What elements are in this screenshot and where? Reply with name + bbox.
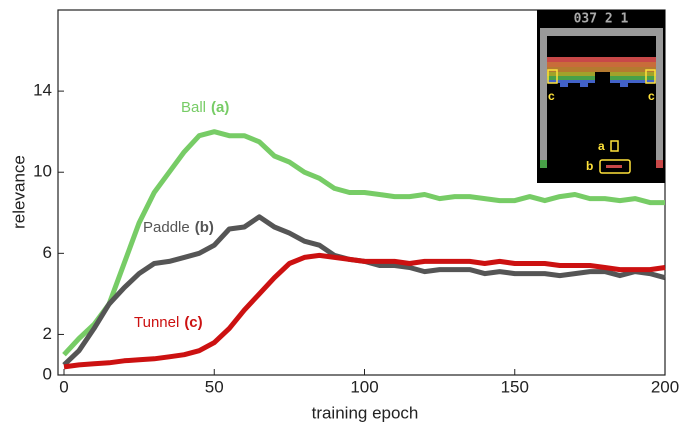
series-line — [62, 129, 665, 357]
x-axis-label: training epoch — [312, 403, 419, 422]
brick-row — [547, 57, 656, 62]
lines — [62, 129, 666, 370]
inset-bg — [537, 10, 665, 183]
series-label: Ball (a) — [181, 99, 229, 116]
x-tick-label: 0 — [59, 377, 68, 396]
wall-left — [540, 28, 547, 168]
inset-label: a — [598, 139, 605, 153]
brick-row — [547, 62, 656, 67]
x-tick-label: 50 — [205, 377, 224, 396]
wall-bottom — [540, 160, 547, 168]
series-label: Paddle (b) — [143, 219, 214, 236]
y-tick-label: 2 — [43, 324, 52, 343]
y-tick-label: 0 — [43, 364, 52, 383]
inset-label: c — [548, 89, 555, 103]
tunnel-gap — [595, 72, 610, 83]
brick — [560, 83, 568, 87]
y-axis-label: relevance — [9, 155, 28, 229]
highlight — [645, 69, 656, 84]
series-tag: (b) — [195, 219, 214, 236]
highlight — [599, 159, 631, 174]
x-tick-label: 150 — [501, 377, 529, 396]
brick — [580, 83, 588, 87]
x-tick-label: 100 — [350, 377, 378, 396]
brick — [620, 83, 628, 87]
series-tag: (c) — [184, 314, 202, 331]
paddle — [606, 165, 622, 168]
series-line — [62, 214, 666, 367]
inset-label: c — [648, 89, 655, 103]
wall-top — [540, 28, 663, 36]
plot-frame — [57, 9, 666, 376]
series-name: Ball — [181, 99, 206, 116]
series-tag: (a) — [211, 99, 229, 116]
brick-row — [547, 67, 656, 72]
inset: 037 2 1 a b c c — [537, 10, 665, 183]
y-tick-label: 14 — [33, 81, 52, 100]
series-line — [63, 252, 666, 370]
x-tick-label: 200 — [651, 377, 679, 396]
series-name: Tunnel — [134, 314, 179, 331]
inset-label: b — [586, 159, 593, 173]
series-label: Tunnel (c) — [134, 314, 203, 331]
y-tick-label: 6 — [43, 243, 52, 262]
series-name: Paddle — [143, 219, 190, 236]
wall-bottom — [656, 160, 663, 168]
y-tick-label: 10 — [33, 162, 52, 181]
highlight — [547, 69, 558, 84]
wall-right — [656, 28, 663, 168]
inset-score: 037 2 1 — [574, 12, 629, 27]
highlight — [610, 140, 619, 152]
